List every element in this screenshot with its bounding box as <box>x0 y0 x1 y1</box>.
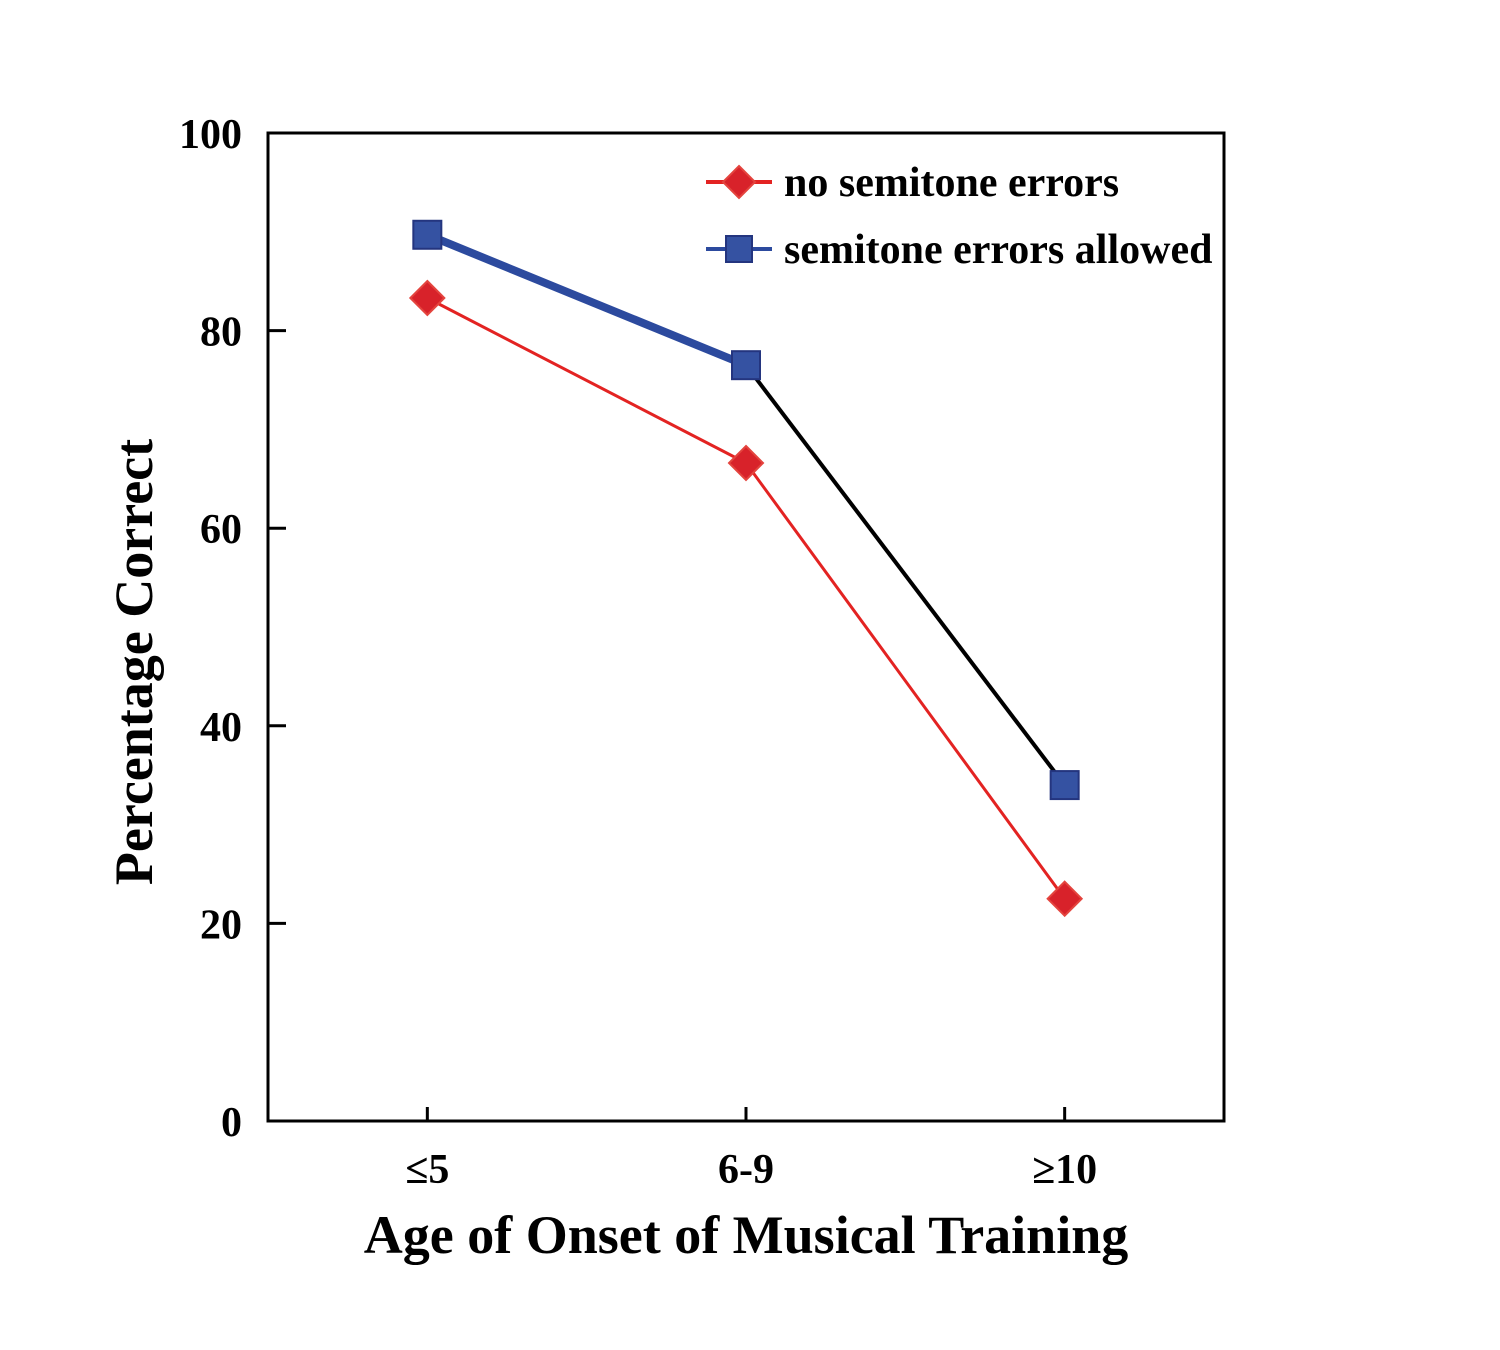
legend-label: semitone errors allowed <box>784 227 1212 273</box>
y-tick-label: 60 <box>200 507 242 553</box>
data-point-square <box>1049 770 1080 801</box>
x-tick-label: ≤5 <box>405 1147 449 1193</box>
series-line-segment <box>744 462 1066 900</box>
data-point-square <box>731 350 761 381</box>
legend-item: semitone errors allowed <box>706 227 1212 273</box>
series-line-segment <box>744 363 1067 787</box>
y-axis: 0 20 40 60 80 100 <box>179 112 286 1146</box>
series-semitone-errors-allowed <box>412 219 1080 801</box>
data-point-diamond <box>727 444 765 482</box>
x-tick-label: 6-9 <box>718 1147 774 1193</box>
y-tick-label: 80 <box>200 310 242 356</box>
x-axis: ≤5 6-9 ≥10 <box>405 1107 1097 1193</box>
series-line-segment <box>426 296 747 465</box>
y-tick-label: 40 <box>200 705 242 751</box>
data-point-diamond <box>1046 880 1084 918</box>
legend: no semitone errors semitone errors allowe… <box>706 160 1212 273</box>
plot-border <box>266 131 1226 1123</box>
x-tick-label: ≥10 <box>1032 1147 1097 1193</box>
legend-label: no semitone errors <box>784 160 1119 206</box>
diamond-icon <box>721 164 757 200</box>
data-point-diamond <box>408 279 446 317</box>
y-axis-title: Percentage Correct <box>104 439 164 885</box>
y-tick-label: 100 <box>179 112 242 158</box>
y-tick-label: 0 <box>221 1100 242 1146</box>
square-icon <box>725 235 753 263</box>
x-axis-title: Age of Onset of Musical Training <box>364 1205 1129 1265</box>
y-tick-label: 20 <box>200 902 242 948</box>
series-line-segment <box>425 231 748 369</box>
data-point-square <box>412 219 443 250</box>
series-no-semitone-errors <box>408 279 1084 918</box>
legend-item: no semitone errors <box>706 160 1119 206</box>
